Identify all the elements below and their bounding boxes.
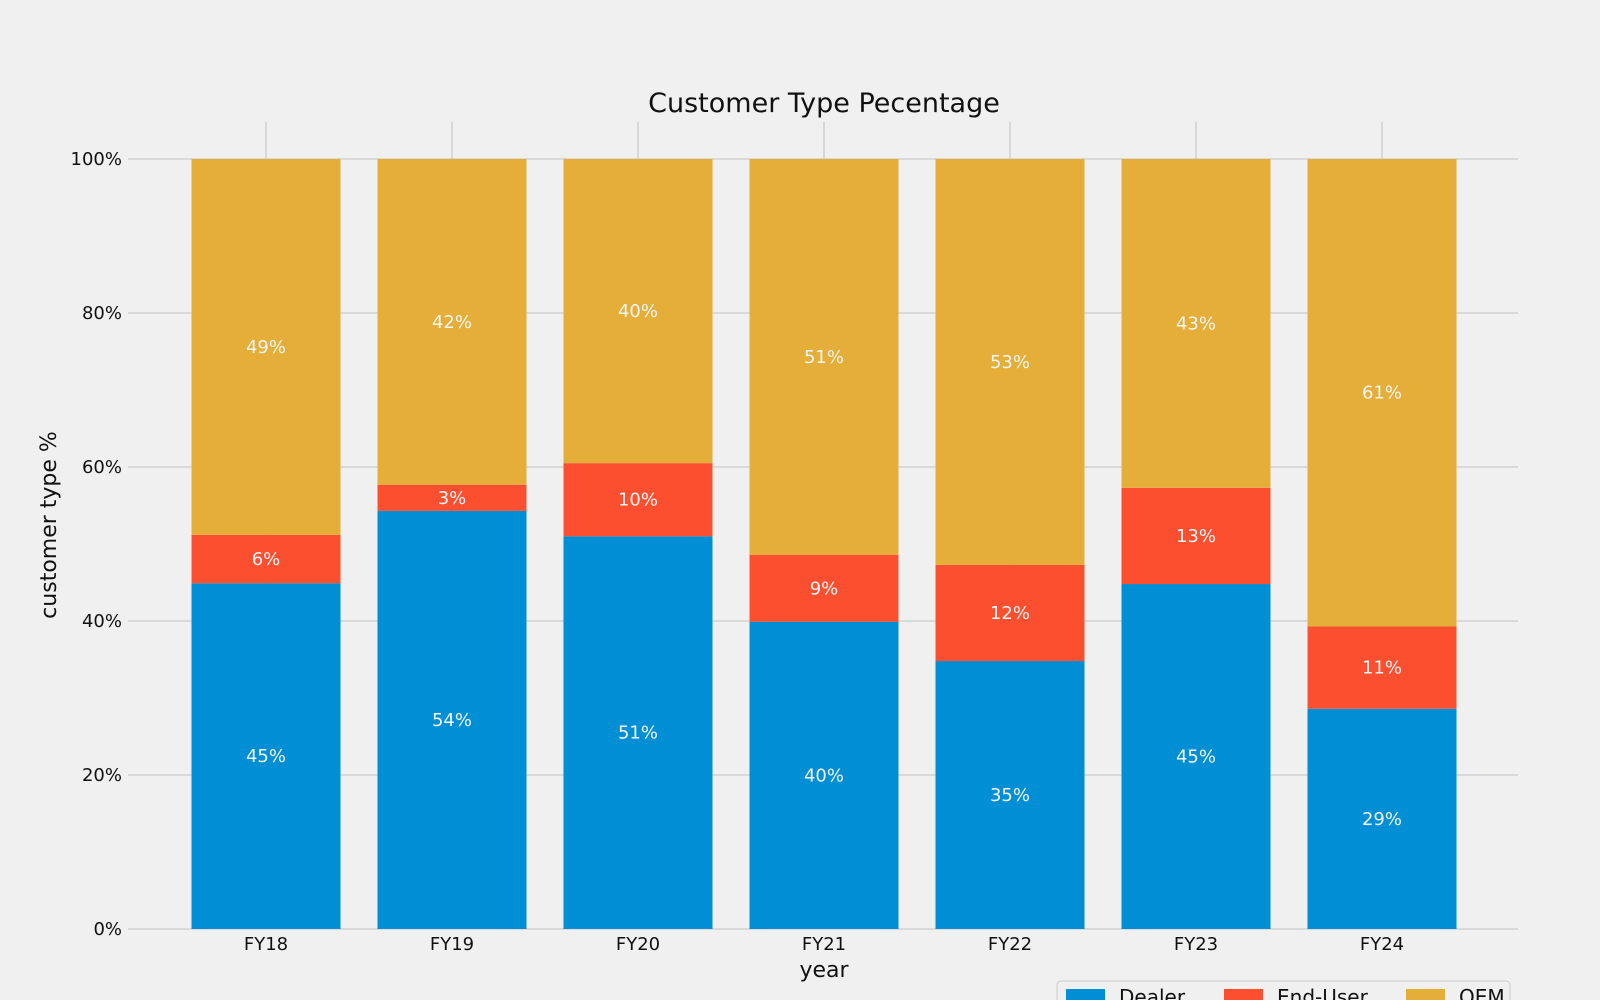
x-tick-label: FY19 (430, 934, 474, 955)
bar-labels-layer: 45% 6% 49% 54% 3% 42% 51% 10% 40% 40% 9% 51% 35% 12% 5… (246, 301, 1402, 830)
bar-end-user-fy21 (749, 554, 899, 622)
bar-oem-fy23 (1121, 159, 1271, 488)
y-tick-label: 100% (71, 149, 122, 170)
bar-label-dealer-fy21: 40% (804, 765, 844, 786)
y-tick-label: 0% (93, 919, 122, 940)
bar-label-dealer-fy18: 45% (246, 746, 286, 767)
legend-swatch-end-user (1224, 989, 1263, 1000)
legend-box (1056, 980, 1511, 1000)
x-tick-label: FY23 (1174, 934, 1218, 955)
bar-dealer-fy21 (749, 621, 899, 929)
bar-end-user-fy18 (191, 534, 341, 584)
legend: Dealer End-User OEM (1056, 980, 1511, 1000)
bar-label-oem-fy21: 51% (804, 347, 844, 368)
bar-label-end-user-fy23: 13% (1176, 526, 1216, 547)
x-tick-label: FY18 (244, 934, 288, 955)
x-axis-label: year (799, 958, 849, 983)
bar-label-end-user-fy20: 10% (618, 490, 658, 511)
bar-end-user-fy23 (1121, 487, 1271, 585)
bar-end-user-fy19 (377, 484, 527, 511)
bar-oem-fy20 (563, 159, 713, 464)
bar-label-oem-fy23: 43% (1176, 313, 1216, 334)
bar-label-end-user-fy19: 3% (438, 488, 467, 509)
y-tick-label: 60% (82, 457, 122, 478)
bar-oem-fy19 (377, 159, 527, 485)
bar-oem-fy18 (191, 159, 341, 535)
legend-label-dealer: Dealer (1119, 985, 1186, 1000)
y-axis-label: customer type % (37, 431, 62, 619)
bar-end-user-fy24 (1307, 626, 1457, 709)
bar-oem-fy22 (935, 159, 1085, 565)
y-tick-label: 80% (82, 303, 122, 324)
legend-label-oem: OEM (1459, 985, 1505, 1000)
bar-dealer-fy20 (563, 536, 713, 929)
tick-labels-layer: 0% 20% 40% 60% 80% 100% FY18 FY19 FY20 FY21 FY22 FY… (71, 149, 1405, 955)
legend-swatch-oem (1406, 989, 1445, 1000)
bar-label-dealer-fy23: 45% (1176, 747, 1216, 768)
bar-label-oem-fy18: 49% (246, 337, 286, 358)
chart-title: Customer Type Pecentage (648, 88, 1000, 119)
bar-label-end-user-fy22: 12% (990, 603, 1030, 624)
bar-label-dealer-fy24: 29% (1362, 809, 1402, 830)
x-tick-label: FY21 (802, 934, 846, 955)
bar-dealer-fy19 (377, 510, 527, 929)
bar-end-user-fy20 (563, 463, 713, 537)
bar-label-oem-fy24: 61% (1362, 383, 1402, 404)
legend-label-end-user: End-User (1277, 985, 1369, 1000)
bar-label-dealer-fy22: 35% (990, 785, 1030, 806)
bar-label-end-user-fy24: 11% (1362, 658, 1402, 679)
bar-label-oem-fy20: 40% (618, 301, 658, 322)
bar-label-oem-fy22: 53% (990, 352, 1030, 373)
bar-label-end-user-fy21: 9% (810, 578, 839, 599)
bar-dealer-fy24 (1307, 708, 1457, 929)
bar-end-user-fy22 (935, 564, 1085, 662)
bar-label-oem-fy19: 42% (432, 312, 472, 333)
x-tick-label: FY22 (988, 934, 1032, 955)
bar-label-dealer-fy20: 51% (618, 723, 658, 744)
bar-label-end-user-fy18: 6% (252, 549, 281, 570)
y-tick-label: 40% (82, 611, 122, 632)
bar-oem-fy24 (1307, 159, 1457, 627)
x-tick-label: FY24 (1360, 934, 1404, 955)
legend-swatch-dealer (1066, 989, 1105, 1000)
bar-dealer-fy18 (191, 583, 341, 929)
bar-dealer-fy23 (1121, 584, 1271, 929)
bar-label-dealer-fy19: 54% (432, 710, 472, 731)
x-tick-label: FY20 (616, 934, 660, 955)
y-tick-label: 20% (82, 765, 122, 786)
bars-layer (191, 159, 1457, 929)
bar-dealer-fy22 (935, 661, 1085, 929)
bar-oem-fy21 (749, 159, 899, 555)
